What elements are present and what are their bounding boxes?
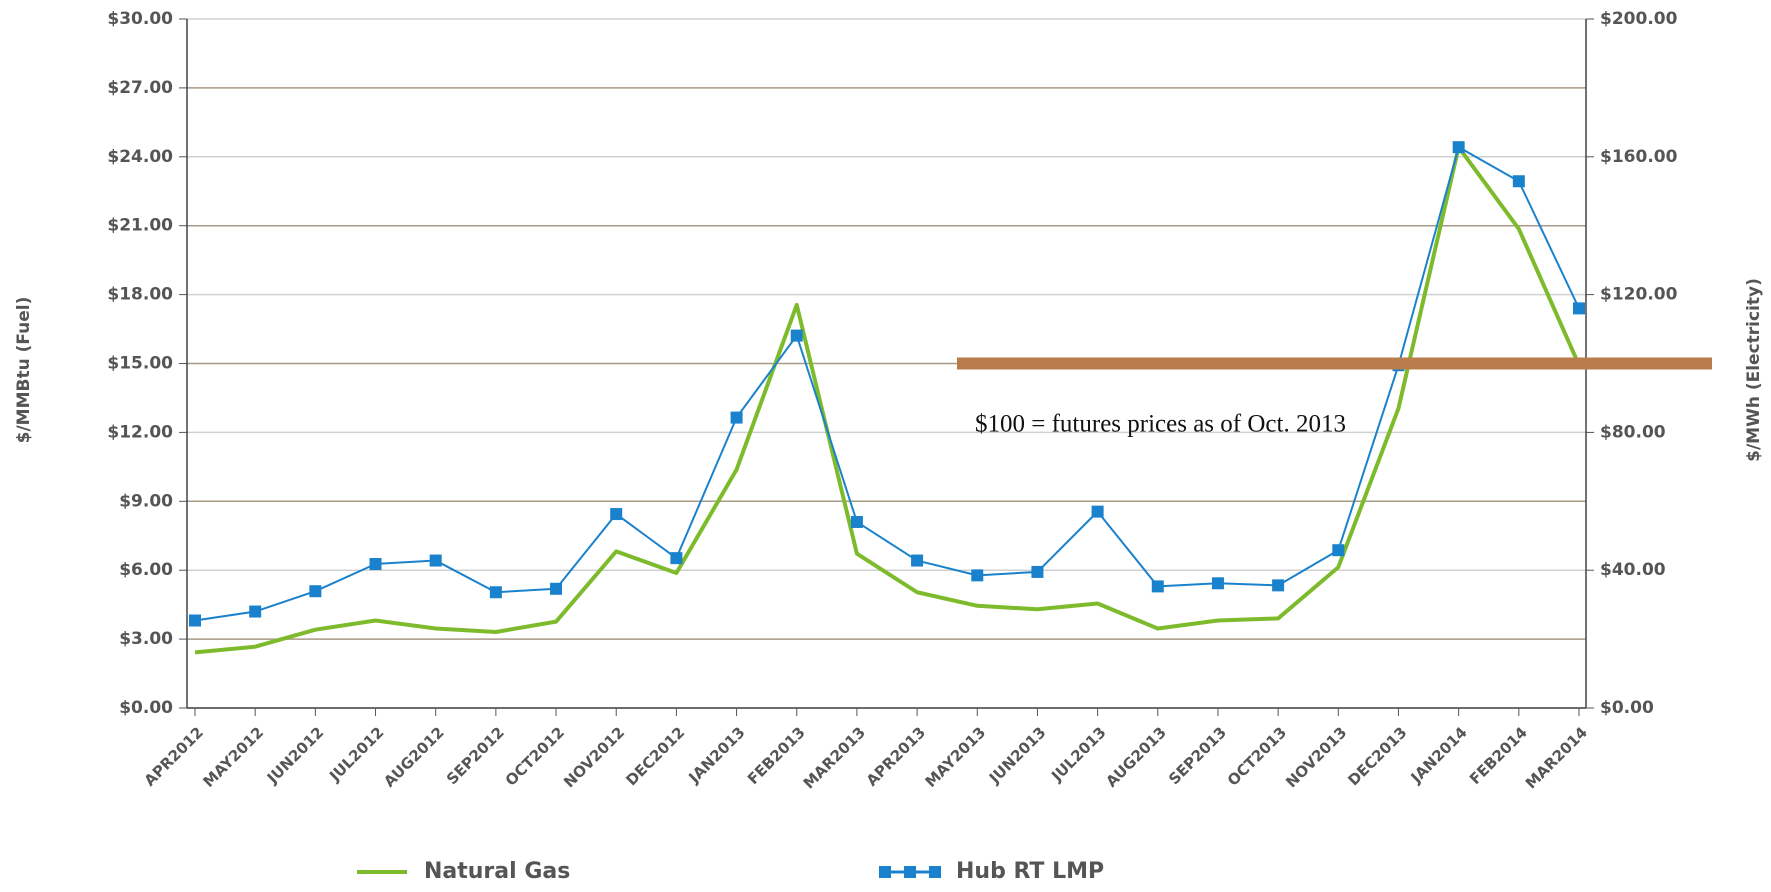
y-tick-label: $15.00 [107, 354, 173, 374]
x-tick-label: JUN2012 [263, 723, 327, 787]
legend-label: Natural Gas [424, 859, 570, 884]
y2-axis-title: $/MWh (Electricity) [1744, 278, 1764, 462]
x-tick-label: FEB2014 [1466, 723, 1531, 788]
y2-tick-label: $160.00 [1600, 147, 1678, 167]
x-tick-label: SEP2013 [1165, 723, 1230, 788]
x-tick-label: JUN2013 [985, 723, 1049, 787]
marker [1031, 565, 1044, 578]
marker [790, 329, 803, 342]
marker [1573, 302, 1585, 315]
legend-marker [879, 866, 891, 878]
x-tick-label: NOV2012 [560, 723, 628, 791]
x-tick-label: OCT2012 [502, 723, 568, 789]
marker [670, 552, 683, 565]
y2-tick-label: $80.00 [1600, 422, 1666, 442]
marker [189, 614, 201, 627]
y-tick-label: $18.00 [107, 285, 173, 305]
marker [249, 605, 262, 618]
x-tick-label: APR2012 [141, 723, 207, 789]
x-tick-label: AUG2013 [1102, 723, 1169, 790]
marker [429, 554, 442, 567]
x-tick-label: MAY2013 [922, 723, 990, 791]
y-tick-label: $12.00 [107, 422, 173, 442]
marker [610, 508, 623, 521]
x-tick-label: JAN2013 [685, 723, 749, 787]
marker [1272, 579, 1285, 592]
y-tick-label: $21.00 [107, 216, 173, 236]
x-tick-label: DEC2013 [1344, 723, 1410, 789]
x-tick-label: APR2013 [863, 723, 929, 789]
marker [850, 515, 863, 528]
marker [730, 411, 743, 424]
marker [1211, 577, 1224, 590]
legend-marker [904, 866, 916, 878]
y2-tick-label: $40.00 [1600, 560, 1666, 580]
marker [550, 582, 563, 595]
x-tick-label: FEB2013 [744, 723, 809, 788]
y2-tick-label: $120.00 [1600, 285, 1678, 305]
marker [971, 569, 984, 582]
marker [489, 586, 502, 599]
x-tick-label: JAN2014 [1407, 723, 1471, 787]
marker [369, 557, 382, 570]
x-tick-label: JUL2013 [1047, 723, 1109, 785]
x-tick-label: DEC2012 [622, 723, 688, 789]
y2-tick-label: $200.00 [1600, 9, 1678, 29]
x-tick-label: JUL2012 [325, 723, 387, 785]
x-tick-label: OCT2013 [1224, 723, 1290, 789]
x-tick-label: NOV2013 [1282, 723, 1350, 791]
y-tick-label: $6.00 [119, 560, 173, 580]
marker [1332, 544, 1345, 557]
y-tick-label: $30.00 [107, 9, 173, 29]
legend-label: Hub RT LMP [956, 859, 1104, 884]
series-line [194, 146, 1580, 622]
y-tick-label: $0.00 [119, 698, 173, 718]
y-tick-label: $3.00 [119, 629, 173, 649]
x-tick-label: AUG2012 [380, 723, 447, 790]
marker [1452, 141, 1465, 154]
marker [1151, 580, 1164, 593]
x-tick-label: MAR2013 [800, 723, 869, 792]
marker [1091, 505, 1104, 518]
marker [309, 585, 322, 598]
x-tick-label: MAR2014 [1522, 723, 1591, 792]
annotation: $100 = futures prices as of Oct. 2013 [975, 411, 1346, 438]
y-tick-label: $27.00 [107, 78, 173, 98]
y-axis-title: $/MMBtu (Fuel) [14, 297, 34, 444]
y-tick-label: $9.00 [119, 491, 173, 511]
reference-bar [957, 357, 1712, 370]
series-line [194, 145, 1581, 655]
y2-tick-label: $0.00 [1600, 698, 1654, 718]
x-tick-label: SEP2012 [443, 723, 508, 788]
y-tick-label: $24.00 [107, 147, 173, 167]
x-tick-label: MAY2012 [200, 723, 268, 791]
legend-marker [929, 866, 941, 878]
marker [911, 554, 924, 567]
marker [1512, 175, 1525, 188]
